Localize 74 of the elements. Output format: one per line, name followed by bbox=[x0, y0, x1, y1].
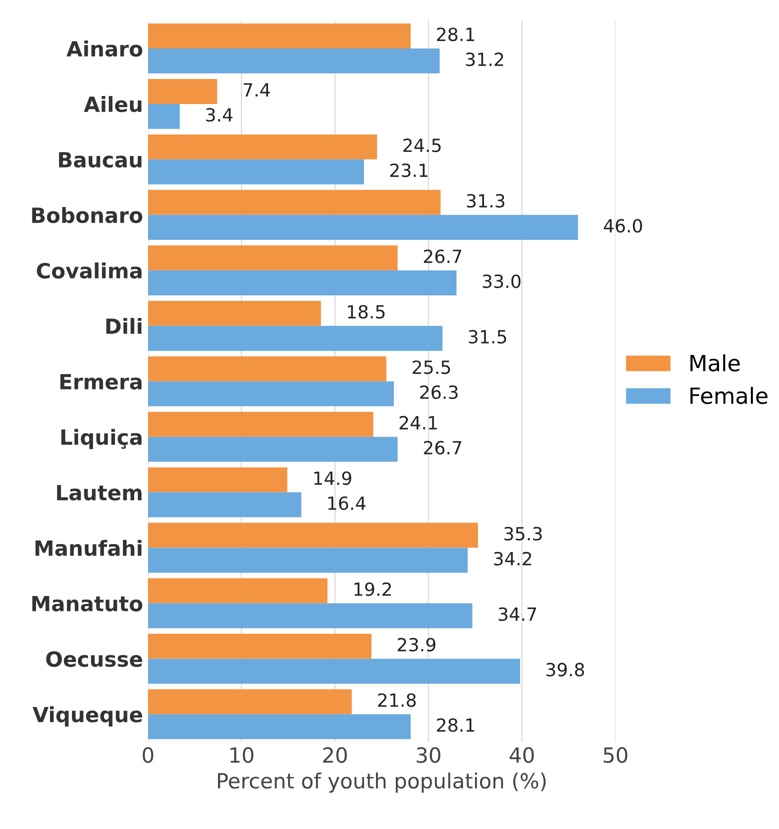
bar bbox=[148, 689, 352, 714]
bar bbox=[148, 159, 364, 184]
data-label: 19.2 bbox=[354, 582, 391, 596]
x-tick-label: 40 bbox=[510, 747, 534, 763]
bar bbox=[148, 603, 472, 628]
data-label: 34.7 bbox=[498, 607, 536, 621]
y-tick-label: Baucau bbox=[59, 152, 142, 168]
y-tick-label: Ermera bbox=[60, 374, 142, 390]
bar bbox=[148, 492, 302, 518]
bar bbox=[148, 412, 374, 437]
y-tick-label: Dili bbox=[106, 318, 142, 334]
data-label: 3.4 bbox=[206, 108, 232, 122]
bar bbox=[148, 326, 442, 351]
y-tick-label: Bobonaro bbox=[32, 206, 142, 224]
y-tick-label: Ainaro bbox=[66, 40, 142, 57]
bar bbox=[148, 381, 394, 406]
y-tick-label: Covalima bbox=[36, 262, 142, 279]
data-label: 31.3 bbox=[466, 194, 504, 208]
bar bbox=[148, 214, 578, 240]
data-label: 26.3 bbox=[420, 385, 458, 400]
data-label: 34.2 bbox=[494, 552, 532, 566]
x-axis-title: Percent of youth population (%) bbox=[218, 772, 546, 793]
data-label: 18.5 bbox=[348, 304, 385, 319]
bar bbox=[148, 522, 478, 548]
bar bbox=[148, 436, 398, 462]
data-label: 23.9 bbox=[398, 638, 436, 652]
x-tick-label: 50 bbox=[604, 747, 628, 763]
data-label: 14.9 bbox=[314, 471, 352, 486]
bar bbox=[148, 48, 440, 74]
data-label: 26.7 bbox=[424, 249, 462, 264]
bar bbox=[148, 658, 520, 684]
bar bbox=[148, 356, 386, 382]
data-label: 16.4 bbox=[328, 496, 366, 510]
legend-label: Female bbox=[690, 386, 768, 404]
bar bbox=[148, 78, 218, 104]
bar bbox=[148, 270, 456, 296]
data-label: 35.3 bbox=[504, 526, 542, 541]
data-label: 24.1 bbox=[400, 416, 437, 430]
bar bbox=[148, 24, 411, 48]
data-label: 28.1 bbox=[437, 28, 474, 42]
bar bbox=[148, 548, 468, 573]
y-tick-label: Aileu bbox=[84, 96, 142, 112]
data-label: 7.4 bbox=[244, 83, 270, 96]
bar bbox=[148, 467, 288, 492]
data-label: 21.8 bbox=[378, 693, 416, 707]
data-label: 31.5 bbox=[468, 330, 506, 344]
bar bbox=[148, 578, 328, 604]
y-tick-label: Viqueque bbox=[32, 706, 142, 726]
data-label: 39.8 bbox=[546, 662, 584, 676]
bar bbox=[148, 300, 321, 326]
bar bbox=[148, 104, 180, 129]
y-tick-label: Manufahi bbox=[36, 540, 142, 556]
data-label: 46.0 bbox=[604, 218, 642, 233]
bar bbox=[148, 245, 398, 270]
data-label: 33.0 bbox=[482, 274, 520, 288]
legend-label: Male bbox=[690, 354, 740, 372]
x-tick-label: 20 bbox=[323, 747, 347, 763]
x-tick-label: 10 bbox=[230, 747, 254, 763]
x-tick-label: 30 bbox=[416, 747, 440, 763]
y-tick-label: Manatuto bbox=[32, 596, 142, 612]
bar bbox=[148, 714, 411, 740]
data-label: 26.7 bbox=[424, 440, 462, 455]
data-label: 31.2 bbox=[466, 52, 504, 66]
data-label: 28.1 bbox=[437, 718, 474, 732]
bar bbox=[148, 134, 378, 160]
y-tick-label: Lautem bbox=[57, 485, 142, 501]
data-label: 23.1 bbox=[390, 163, 428, 178]
y-tick-label: Oecusse bbox=[46, 651, 142, 667]
data-label: 24.5 bbox=[403, 138, 441, 152]
data-label: 25.5 bbox=[412, 360, 450, 374]
y-tick-label: Liquiça bbox=[61, 428, 142, 450]
bar bbox=[148, 634, 372, 659]
x-tick-label: 0 bbox=[142, 747, 154, 763]
bar bbox=[148, 190, 441, 215]
